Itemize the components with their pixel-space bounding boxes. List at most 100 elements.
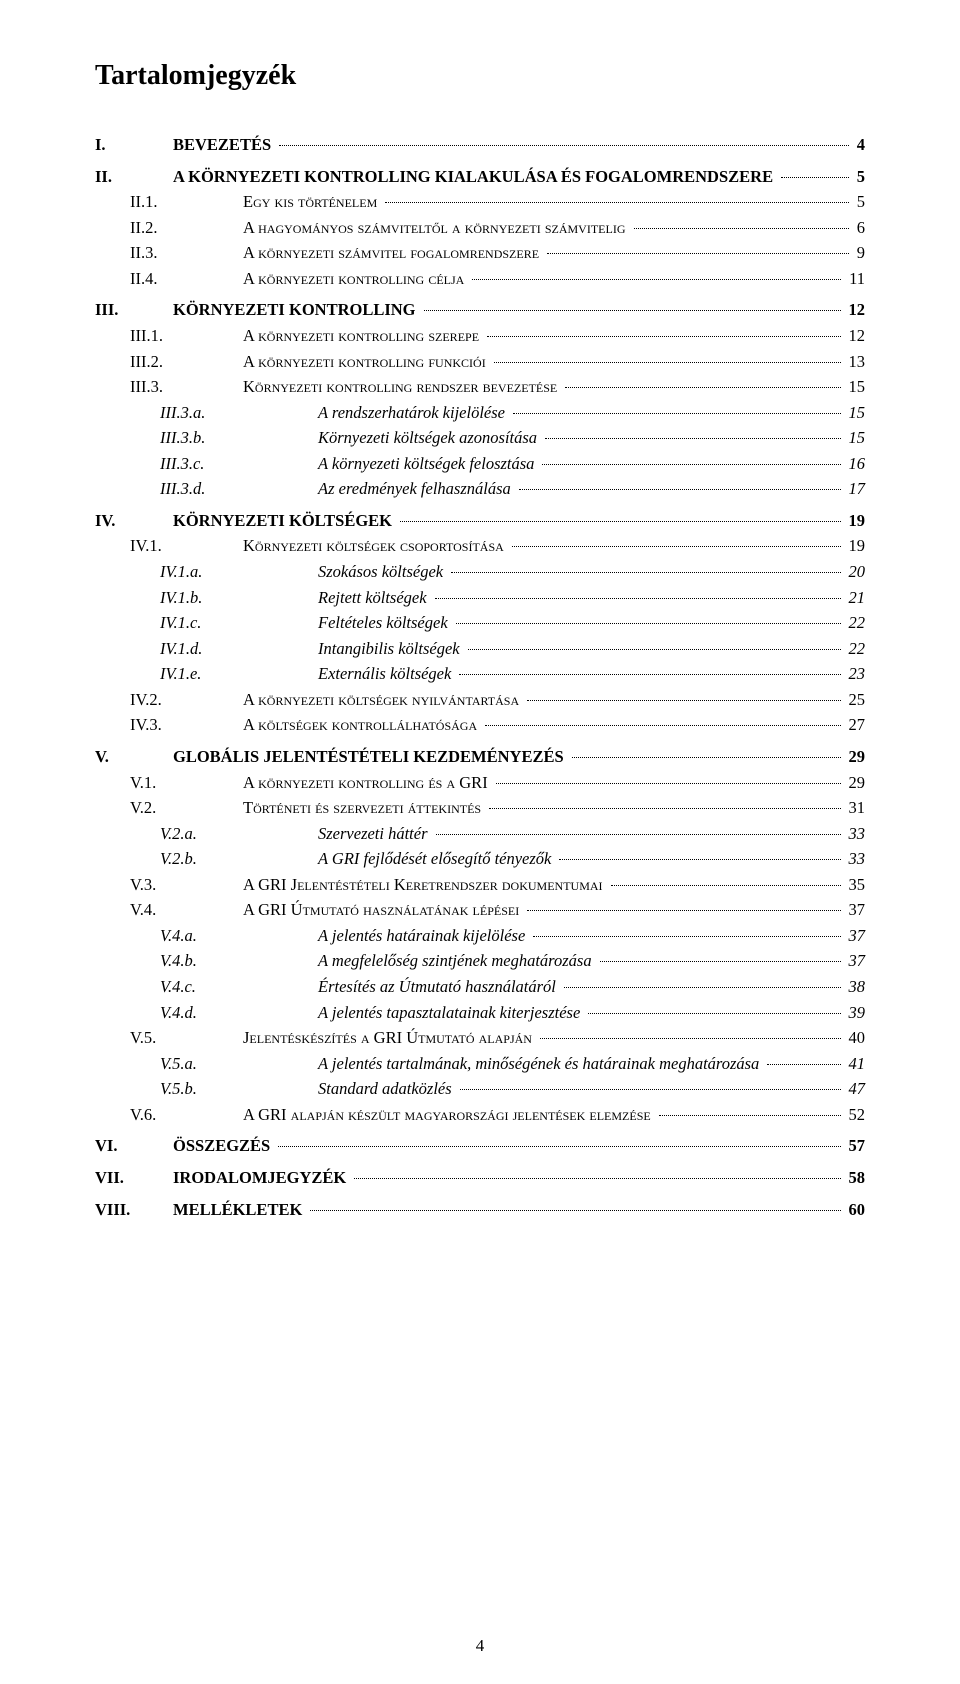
toc-entry: III.2.A környezeti kontrolling funkciói1… bbox=[95, 349, 865, 375]
toc-entry-page: 25 bbox=[845, 687, 866, 713]
toc-entry: V.4.a.A jelentés határainak kijelölése37 bbox=[95, 923, 865, 949]
toc-entry-number: V.4.b. bbox=[95, 948, 318, 974]
toc-entry-number: VII. bbox=[95, 1165, 173, 1191]
toc-entry: IV.2.A környezeti költségek nyilvántartá… bbox=[95, 687, 865, 713]
toc-entry-number: II.4. bbox=[95, 266, 243, 292]
toc-entry-label: A rendszerhatárok kijelölése bbox=[318, 400, 509, 426]
toc-entry-number: IV.1. bbox=[95, 533, 243, 559]
toc-entry-number: V.2. bbox=[95, 795, 243, 821]
toc-entry-page: 12 bbox=[845, 297, 866, 323]
toc-entry: III.3.a.A rendszerhatárok kijelölése 15 bbox=[95, 400, 865, 426]
toc-entry-label: KÖRNYEZETI KÖLTSÉGEK bbox=[173, 508, 396, 534]
toc-entry: IV.1.a.Szokásos költségek20 bbox=[95, 559, 865, 585]
toc-entry-page: 15 bbox=[845, 400, 866, 426]
toc-entry-page: 29 bbox=[845, 744, 866, 770]
toc-entry-label: A jelentés tapasztalatainak kiterjesztés… bbox=[318, 1000, 584, 1026]
toc-leader-dots bbox=[527, 910, 840, 911]
toc-entry-number: IV. bbox=[95, 508, 173, 534]
toc-entry-page: 21 bbox=[845, 585, 866, 611]
toc-entry-number: V.4.a. bbox=[95, 923, 318, 949]
toc-entry-page: 41 bbox=[845, 1051, 866, 1077]
toc-entry-number: III.3.d. bbox=[95, 476, 318, 502]
toc-entry-page: 5 bbox=[853, 189, 865, 215]
toc-entry: V.4.A GRI Útmutató használatának lépései… bbox=[95, 897, 865, 923]
toc-leader-dots bbox=[494, 362, 841, 363]
toc-entry-page: 19 bbox=[845, 533, 866, 559]
toc-leader-dots bbox=[459, 674, 840, 675]
toc-entry-label: IRODALOMJEGYZÉK bbox=[173, 1165, 350, 1191]
toc-entry-page: 20 bbox=[845, 559, 866, 585]
toc-entry-page: 58 bbox=[845, 1165, 866, 1191]
toc-entry: II.3.A környezeti számvitel fogalomrends… bbox=[95, 240, 865, 266]
toc-entry-label: Szokásos költségek bbox=[318, 559, 447, 585]
toc-leader-dots bbox=[545, 438, 840, 439]
toc-entry-label: A környezeti költségek felosztása bbox=[318, 451, 538, 477]
toc-leader-dots bbox=[460, 1089, 841, 1090]
page: Tartalomjegyzék I.BEVEZETÉS4II.A KÖRNYEZ… bbox=[0, 0, 960, 1684]
toc-entry-number: V.2.b. bbox=[95, 846, 318, 872]
toc-entry-label: Környezeti költségek azonosítása bbox=[318, 425, 541, 451]
toc-leader-dots bbox=[527, 700, 840, 701]
toc-entry: V.GLOBÁLIS JELENTÉSTÉTELI KEZDEMÉNYEZÉS 2… bbox=[95, 744, 865, 770]
toc-leader-dots bbox=[435, 598, 841, 599]
toc-entry-page: 15 bbox=[845, 374, 866, 400]
toc-entry-number: III.3.b. bbox=[95, 425, 318, 451]
toc-entry: III.3.b.Környezeti költségek azonosítása… bbox=[95, 425, 865, 451]
toc-entry: IV.KÖRNYEZETI KÖLTSÉGEK 19 bbox=[95, 508, 865, 534]
toc-entry-number: V.4. bbox=[95, 897, 243, 923]
toc-entry-page: 15 bbox=[845, 425, 866, 451]
toc-entry: V.4.d.A jelentés tapasztalatainak kiterj… bbox=[95, 1000, 865, 1026]
toc-entry: VII.IRODALOMJEGYZÉK 58 bbox=[95, 1165, 865, 1191]
toc-entry-page: 4 bbox=[853, 132, 865, 158]
toc-entry-number: V.4.d. bbox=[95, 1000, 318, 1026]
toc-entry: II.A KÖRNYEZETI KONTROLLING KIALAKULÁSA … bbox=[95, 164, 865, 190]
toc-entry: VI.ÖSSZEGZÉS57 bbox=[95, 1133, 865, 1159]
toc-entry-label: A környezeti kontrolling szerepe bbox=[243, 323, 483, 349]
toc-leader-dots bbox=[487, 336, 840, 337]
toc-entry-number: V.6. bbox=[95, 1102, 243, 1128]
toc-leader-dots bbox=[564, 987, 841, 988]
toc-leader-dots bbox=[496, 783, 841, 784]
toc-entry-page: 39 bbox=[845, 1000, 866, 1026]
toc-leader-dots bbox=[456, 623, 841, 624]
toc-entry-number: III.3.c. bbox=[95, 451, 318, 477]
toc-entry-number: IV.1.e. bbox=[95, 661, 318, 687]
toc-entry-number: III.3.a. bbox=[95, 400, 318, 426]
toc-entry-number: V. bbox=[95, 744, 173, 770]
toc-entry: V.6.A GRI alapján készült magyarországi … bbox=[95, 1102, 865, 1128]
toc-entry: IV.1.c.Feltételes költségek22 bbox=[95, 610, 865, 636]
toc-entry: II.4.A környezeti kontrolling célja11 bbox=[95, 266, 865, 292]
toc-entry-label: Rejtett költségek bbox=[318, 585, 431, 611]
toc-entry-page: 27 bbox=[845, 712, 866, 738]
toc-entry-label: KÖRNYEZETI KONTROLLING bbox=[173, 297, 420, 323]
toc-entry: IV.1.Környezeti költségek csoportosítása… bbox=[95, 533, 865, 559]
toc-entry-label: A környezeti számvitel fogalomrendszere bbox=[243, 240, 543, 266]
toc-entry: III.1.A környezeti kontrolling szerepe12 bbox=[95, 323, 865, 349]
toc-entry-label: GLOBÁLIS JELENTÉSTÉTELI KEZDEMÉNYEZÉS bbox=[173, 744, 568, 770]
toc-entry-number: IV.1.c. bbox=[95, 610, 318, 636]
toc-entry: V.2.b.A GRI fejlődését elősegítő tényező… bbox=[95, 846, 865, 872]
toc-entry: V.5.b.Standard adatközlés47 bbox=[95, 1076, 865, 1102]
toc-leader-dots bbox=[572, 757, 841, 758]
toc-list: I.BEVEZETÉS4II.A KÖRNYEZETI KONTROLLING … bbox=[95, 132, 865, 1222]
toc-entry-page: 19 bbox=[845, 508, 866, 534]
toc-entry-page: 60 bbox=[845, 1197, 866, 1223]
toc-entry: IV.1.d.Intangibilis költségek22 bbox=[95, 636, 865, 662]
toc-entry-label: Szervezeti háttér bbox=[318, 821, 432, 847]
toc-entry-page: 33 bbox=[845, 846, 866, 872]
toc-entry-number: II.3. bbox=[95, 240, 243, 266]
toc-entry-label: Standard adatközlés bbox=[318, 1076, 456, 1102]
toc-entry: II.1.Egy kis történelem5 bbox=[95, 189, 865, 215]
toc-entry: II.2.A hagyományos számviteltől a környe… bbox=[95, 215, 865, 241]
toc-entry-number: IV.3. bbox=[95, 712, 243, 738]
toc-leader-dots bbox=[310, 1210, 840, 1211]
toc-entry: V.2.a.Szervezeti háttér33 bbox=[95, 821, 865, 847]
toc-entry-page: 17 bbox=[845, 476, 866, 502]
toc-entry-number: III.3. bbox=[95, 374, 243, 400]
toc-entry: V.3.A GRI Jelentéstételi Keretrendszer d… bbox=[95, 872, 865, 898]
toc-entry-page: 37 bbox=[845, 897, 866, 923]
toc-leader-dots bbox=[542, 464, 840, 465]
toc-entry-label: Történeti és szervezeti áttekintés bbox=[243, 795, 485, 821]
toc-entry-label: A jelentés tartalmának, minőségének és h… bbox=[318, 1051, 763, 1077]
toc-entry-label: A költségek kontrollálhatósága bbox=[243, 712, 481, 738]
